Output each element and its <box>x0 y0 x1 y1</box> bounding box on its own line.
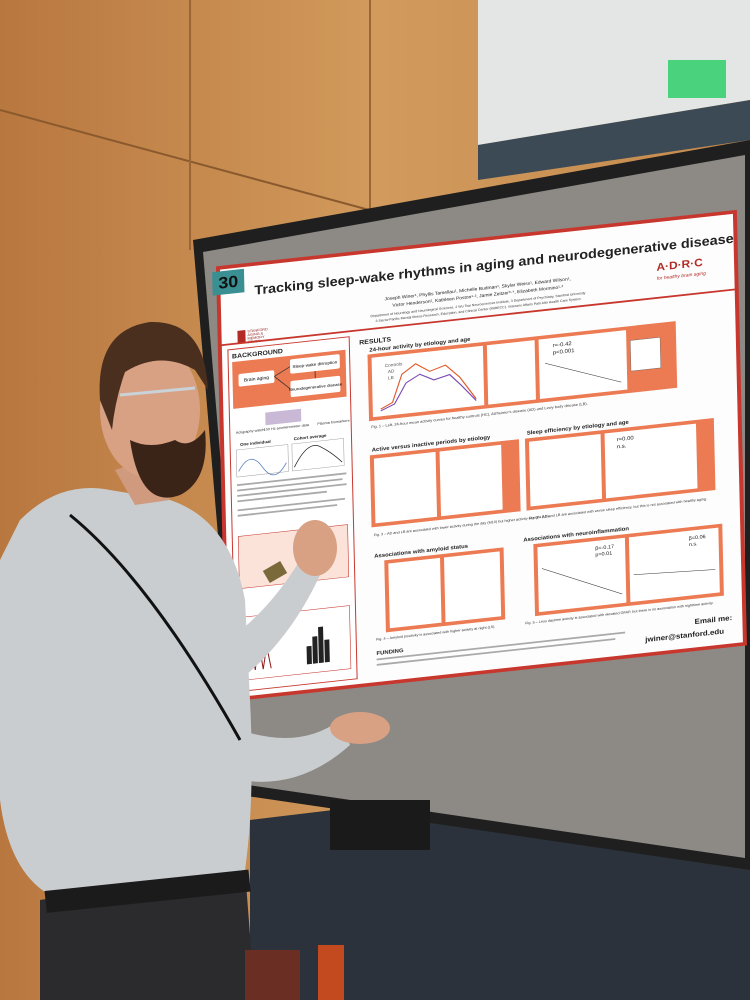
stat-label: n.s. <box>689 541 698 548</box>
body-text <box>236 472 347 517</box>
trend-line <box>541 568 623 595</box>
legend-box <box>630 337 661 372</box>
plot-frame <box>538 330 628 400</box>
section-heading: FUNDING <box>376 648 404 657</box>
sleeve <box>240 720 350 782</box>
plot-frame <box>439 444 503 517</box>
diagram-label: Brain aging <box>244 375 270 383</box>
belt <box>44 869 251 913</box>
text-line <box>237 483 347 497</box>
stanford-mark <box>237 329 246 344</box>
hist-bar <box>312 636 318 664</box>
text-line <box>237 478 343 492</box>
text-line <box>237 497 345 512</box>
lower-hand <box>330 712 390 744</box>
device-label: 100 Hz accelerometer data <box>264 423 309 432</box>
plot-frame <box>486 340 536 405</box>
board-stand <box>330 800 430 850</box>
beard <box>130 430 206 498</box>
stat-label: r=-0.42 <box>553 341 572 349</box>
hist-bar <box>306 645 312 665</box>
presenter <box>0 321 390 1000</box>
stat-label: β=0.06 <box>689 534 706 542</box>
plot-frame <box>371 345 485 418</box>
plot-frame <box>235 444 289 478</box>
device-label: Plasma biomarkers <box>317 419 350 426</box>
header-rule <box>219 288 737 347</box>
diagram-node <box>290 375 341 398</box>
text-line <box>236 472 347 487</box>
plot-line <box>294 445 343 468</box>
stanford-logo-line: AGING & <box>247 331 263 337</box>
trend-line <box>544 363 622 383</box>
adrc-logo: A·D·R·C <box>656 257 703 273</box>
email-label: Email me: <box>695 613 733 626</box>
histogram <box>306 626 330 665</box>
text-line <box>376 631 626 661</box>
stat-label: β=-0.17 <box>595 544 614 552</box>
section-heading: RESULTS <box>359 336 392 346</box>
device-label: Actigraphy watch <box>236 428 265 435</box>
plot-frame <box>528 433 603 507</box>
stanford-logo-line: STANFORD <box>247 327 268 333</box>
lanyard <box>69 513 242 741</box>
plot-frame <box>628 527 720 603</box>
stanford-logo-line: MEMORY <box>248 335 266 341</box>
glasses <box>119 386 196 397</box>
plot-frame <box>291 438 345 472</box>
hist-bar <box>324 639 330 663</box>
plot-frame <box>388 557 442 629</box>
shirt <box>0 488 252 900</box>
exit-sign <box>668 60 726 98</box>
legend-entry: Controls <box>385 361 404 368</box>
text-line <box>237 490 327 503</box>
text-line <box>237 504 338 517</box>
raised-hand <box>293 520 337 576</box>
plot-title: Cohort average <box>294 433 327 441</box>
ceiling <box>478 0 750 145</box>
number-badge <box>212 268 245 296</box>
diagram-node <box>238 370 275 387</box>
poster-number: 30 <box>218 272 238 292</box>
poster: 30 Tracking sleep-wake rhythms in aging … <box>212 209 747 703</box>
plot-frame <box>373 451 438 524</box>
hair <box>99 321 208 430</box>
accelerometer-image <box>265 408 302 426</box>
legend-entry: LB <box>388 375 394 380</box>
watch <box>262 560 288 584</box>
water-bottle <box>318 945 344 1000</box>
diagram-arrow <box>274 366 316 390</box>
legend-entry: AD <box>388 369 395 375</box>
diagram-node <box>289 354 340 374</box>
stat-label: p=0.01 <box>595 551 612 559</box>
diagram-label: Neurodegenerative disease <box>289 381 343 392</box>
text-line <box>376 638 616 666</box>
plot-title: One individual <box>240 439 271 447</box>
sleeve <box>228 560 320 680</box>
adrc-tagline: for healthy brain aging <box>657 271 707 282</box>
hist-bar <box>318 626 324 664</box>
plot-frame <box>537 537 627 613</box>
stat-label: n.s. <box>617 444 627 451</box>
trend-line <box>633 569 716 575</box>
background-panel <box>227 336 358 693</box>
bag <box>245 950 300 1000</box>
plot-line <box>380 363 477 410</box>
window <box>478 100 750 180</box>
plot-line <box>380 373 477 412</box>
stat-label: r=0.00 <box>617 436 634 444</box>
plot-line <box>238 459 287 476</box>
diagram-label: Sleep-wake disruption <box>292 359 338 369</box>
plot-frame <box>443 551 502 623</box>
stat-label: p<0.001 <box>553 348 575 356</box>
plot-frame <box>604 423 698 499</box>
